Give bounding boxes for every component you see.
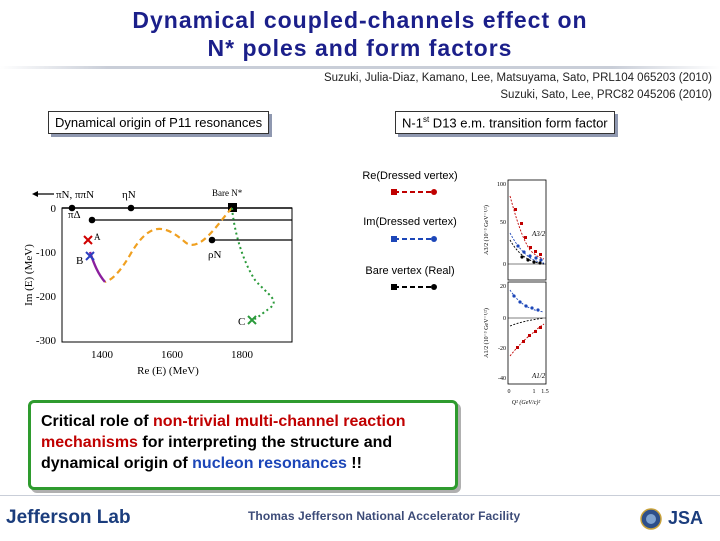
ytick-0: 0 — [51, 203, 57, 215]
ff-top-im-points — [516, 244, 543, 262]
ff-y-axis-label-top: A3/2 (10⁻³ GeV⁻¹/²) — [483, 205, 490, 255]
ff-bottom-frame — [507, 281, 547, 385]
channel-pin-label: πN, ππN — [56, 189, 94, 201]
ff-xtick-1-5: 1.5 — [541, 389, 549, 395]
arrow-left-icon — [32, 191, 38, 197]
ff-top-bare-points — [520, 255, 542, 265]
green-trajectory — [231, 207, 275, 321]
channel-pi-delta-label: πΔ — [68, 209, 81, 221]
pole-trajectory-plot: πN, ππN ηN Bare N* πΔ ρN A B C 0 -100 -2… — [23, 188, 293, 377]
d13-panel-label: N-1st D13 e.m. transition form factor — [395, 111, 615, 135]
legend-im-line — [391, 236, 437, 242]
pole-b-marker — [85, 251, 95, 261]
channel-rho-n-label: ρN — [208, 249, 221, 261]
reference-2: Suzuki, Sato, Lee, PRC82 045206 (2010) — [500, 89, 712, 101]
ff-ytick-top-0: 0 — [503, 262, 506, 268]
ff-xtick-1: 1 — [533, 389, 536, 395]
purple-trajectory — [88, 251, 106, 283]
d13-label-sup: st — [422, 115, 430, 124]
jefferson-lab-logo: Jefferson Lab — [6, 507, 131, 528]
orange-trajectory — [104, 207, 233, 284]
xtick-1400: 1400 — [91, 349, 114, 361]
x-axis-label: Re (E) (MeV) — [137, 365, 199, 377]
ff-top-re-points — [514, 208, 542, 256]
legend-bare-label: Bare vertex (Real) — [365, 265, 455, 277]
ff-top-im-curve — [509, 232, 545, 264]
reference-1: Suzuki, Julia-Diaz, Kamano, Lee, Matsuya… — [323, 72, 712, 84]
conclusion-highlight-resonances: nucleon resonances — [192, 455, 347, 472]
pi-delta-threshold-point — [88, 216, 96, 224]
page-title: Dynamical coupled-channels effect on N* … — [0, 6, 720, 62]
d13-label-suffix: D13 e.m. transition form factor — [429, 115, 608, 131]
legend-im-label: Im(Dressed vertex) — [363, 216, 457, 228]
pole-c-label: C — [238, 316, 245, 328]
legend-bare-line — [391, 284, 437, 290]
pole-b-label: B — [76, 255, 83, 267]
ff-ytick-top-50: 50 — [500, 220, 506, 226]
ff-bottom-bare-curve — [509, 317, 545, 327]
ff-top-panel-label: A3/2 — [531, 230, 546, 238]
ff-bottom-im-points — [512, 294, 540, 312]
bare-nstar-label: Bare N* — [212, 188, 243, 198]
ff-top-re-curve — [509, 195, 545, 260]
title-line-1: Dynamical coupled-channels effect on — [132, 7, 588, 33]
d13-label-prefix: N-1 — [402, 115, 423, 131]
ff-x-axis-label: Q² (GeV/c)² — [512, 399, 541, 406]
conclusion-text-1: Critical role of — [41, 413, 154, 430]
pin-threshold-point — [68, 204, 76, 212]
pole-c-marker — [247, 315, 257, 325]
form-factor-plot: A3/2 A1/2 100 50 0 20 0 -20 -40 0 1 1.5 … — [483, 179, 549, 406]
ytick-neg200: -200 — [36, 291, 57, 303]
facility-name: Thomas Jefferson National Accelerator Fa… — [248, 509, 521, 523]
ff-ytick-bottom-neg20: -20 — [498, 346, 506, 352]
conclusion-text-2: for interpreting the structure and dynam… — [41, 434, 393, 472]
eta-n-threshold-point — [127, 204, 135, 212]
ff-bottom-panel-label: A1/2 — [531, 372, 546, 380]
ff-ytick-bottom-20: 20 — [500, 284, 506, 290]
ytick-neg100: -100 — [36, 247, 57, 259]
ff-y-axis-label-bottom: A1/2 (10⁻³ GeV⁻¹/²) — [483, 308, 490, 358]
ff-ytick-bottom-0: 0 — [503, 316, 506, 322]
conclusion-box: Critical role of non-trivial multi-chann… — [28, 400, 458, 490]
xtick-1800: 1800 — [231, 349, 254, 361]
plot-frame — [61, 207, 293, 343]
ff-bottom-re-points — [516, 326, 542, 349]
rho-n-threshold-point — [208, 236, 216, 244]
y-axis-label: Im (E) (MeV) — [23, 244, 35, 306]
ff-ytick-bottom-neg40: -40 — [498, 376, 506, 382]
pole-a-marker — [83, 235, 93, 245]
jsa-logo: JSA — [668, 508, 704, 528]
channel-eta-n-label: ηN — [122, 189, 136, 201]
title-divider — [0, 66, 720, 69]
footer-bar — [0, 495, 720, 541]
ff-top-frame — [507, 179, 547, 281]
xtick-1600: 1600 — [161, 349, 184, 361]
doe-seal-icon — [640, 508, 662, 530]
conclusion-highlight-mechanisms: non-trivial multi-channel reaction mecha… — [41, 413, 406, 451]
ff-xtick-0: 0 — [508, 389, 511, 395]
ff-ytick-top-100: 100 — [497, 182, 506, 188]
pole-a-label: A — [94, 232, 101, 242]
ytick-neg300: -300 — [36, 335, 57, 347]
ff-bottom-re-curve — [509, 323, 545, 357]
bare-nstar-marker — [228, 203, 237, 212]
p11-panel-label: Dynamical origin of P11 resonances — [48, 111, 270, 134]
title-line-2: N* poles and form factors — [207, 35, 513, 61]
conclusion-text-3: !! — [346, 455, 362, 472]
legend-re-label: Re(Dressed vertex) — [362, 170, 458, 182]
legend-re-line — [391, 189, 437, 195]
